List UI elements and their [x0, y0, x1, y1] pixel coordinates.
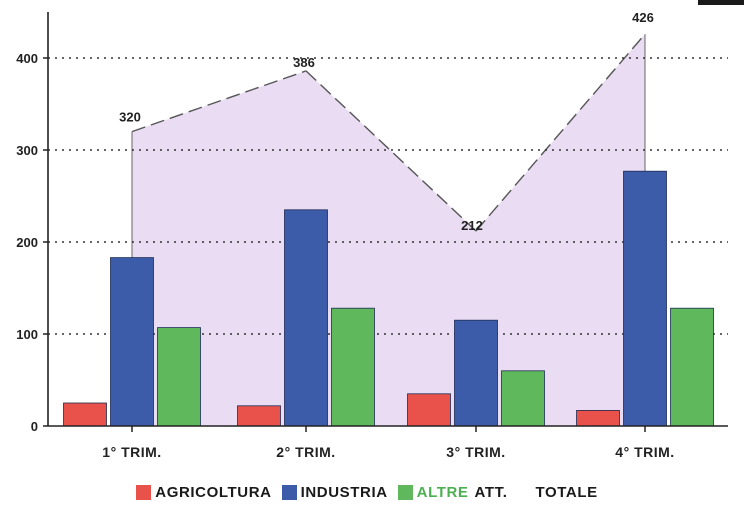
legend-swatch-altre — [397, 485, 413, 500]
legend: AGRICOLTURA INDUSTRIA ALTRE ATT. TOTALE — [0, 484, 744, 501]
y-tick-label: 100 — [16, 327, 38, 342]
bar-industria — [454, 319, 498, 427]
total-area — [132, 34, 645, 426]
y-tick-label: 200 — [16, 235, 38, 250]
legend-item-industria: INDUSTRIA — [281, 484, 388, 501]
legend-swatch-industria — [281, 485, 297, 500]
legend-label-totale: TOTALE — [535, 484, 598, 501]
total-point-label: 426 — [632, 10, 654, 25]
bar-altre-att — [157, 327, 201, 427]
total-point-label: 212 — [461, 218, 483, 233]
bar-industria — [110, 257, 154, 427]
legend-label-agricoltura: AGRICOLTURA — [155, 484, 272, 501]
legend-item-agricoltura: AGRICOLTURA — [136, 484, 271, 501]
legend-item-altre: ALTRE ATT. — [397, 484, 508, 501]
bar-agricoltura — [63, 402, 107, 427]
legend-label-altre-word1: ALTRE — [416, 484, 469, 501]
bar-agricoltura — [237, 405, 281, 427]
bar-agricoltura — [407, 393, 451, 427]
x-tick-label: 1° TRIM. — [102, 444, 161, 460]
legend-label-altre-word2: ATT. — [474, 484, 508, 501]
chart: 0 100 200 300 400 1° TRIM. 2° TRIM. 3° TRIM. 4° … — [16, 10, 728, 460]
x-tick-label: 2° TRIM. — [276, 444, 335, 460]
legend-label-industria: INDUSTRIA — [300, 484, 388, 501]
bar-altre-att — [331, 307, 375, 427]
x-tick-label: 4° TRIM. — [615, 444, 674, 460]
y-tick-label: 400 — [16, 51, 38, 66]
corner-mark — [698, 0, 744, 5]
total-area-layer — [131, 33, 646, 426]
total-point-label: 386 — [293, 55, 315, 70]
y-tick-label: 0 — [31, 419, 38, 434]
bar-altre-att — [670, 307, 714, 427]
total-point-label: 320 — [119, 110, 141, 125]
label-layer: 0 100 200 300 400 1° TRIM. 2° TRIM. 3° TRIM. 4° … — [16, 10, 674, 460]
total-line-segment — [131, 70, 307, 133]
legend-item-totale: TOTALE — [536, 484, 598, 501]
bar-industria — [284, 209, 328, 427]
total-line-segment — [475, 33, 646, 232]
legend-swatch-agricoltura — [136, 485, 152, 500]
bar-industria — [623, 170, 667, 427]
y-tick-label: 300 — [16, 143, 38, 158]
bar-altre-att — [501, 370, 545, 427]
bar-agricoltura — [576, 409, 620, 427]
axis-layer — [43, 12, 728, 432]
x-tick-label: 3° TRIM. — [446, 444, 505, 460]
